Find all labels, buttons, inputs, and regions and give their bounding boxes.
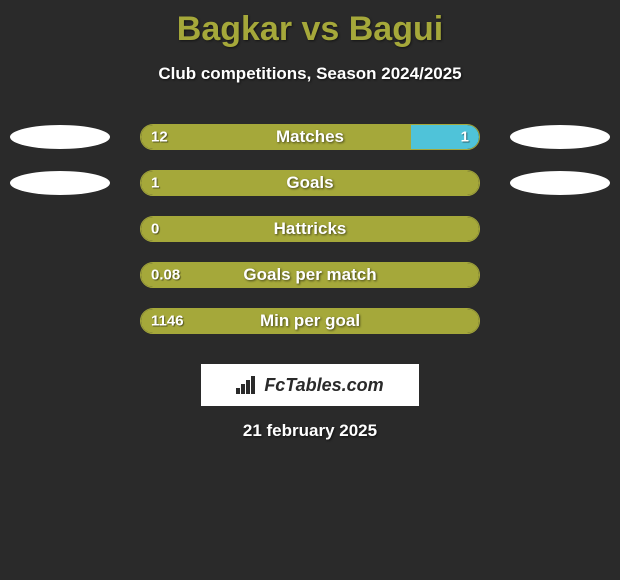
team-left-logo [10,171,110,195]
bars-icon [236,376,258,394]
subtitle: Club competitions, Season 2024/2025 [0,64,620,84]
stat-row: 12 1 Matches [0,114,620,160]
team-right-logo [510,125,610,149]
stat-left-value: 1 [151,175,159,192]
stat-left-value: 12 [151,129,168,146]
stat-left-value: 1146 [151,313,184,330]
stat-label: Hattricks [274,219,347,239]
stat-label: Matches [276,127,344,147]
stat-row: 0.08 Goals per match [0,252,620,298]
stat-left-value: 0.08 [151,267,180,284]
stat-bar: 1 Goals [140,170,480,196]
date-text: 21 february 2025 [0,421,620,441]
stat-row: 1146 Min per goal [0,298,620,344]
brand-label: FcTables.com [236,375,383,396]
stats-container: 12 1 Matches 1 Goals 0 Hattricks 0.08 Goals per … [0,114,620,344]
stat-bar: 12 1 Matches [140,124,480,150]
page-title: Bagkar vs Bagui [0,0,620,49]
brand-box: FcTables.com [201,364,419,406]
stat-bar: 1146 Min per goal [140,308,480,334]
team-right-logo [510,171,610,195]
stat-label: Goals [286,173,333,193]
stat-row: 1 Goals [0,160,620,206]
stat-bar: 0 Hattricks [140,216,480,242]
brand-text: FcTables.com [264,375,383,396]
stat-row: 0 Hattricks [0,206,620,252]
stat-right-value: 1 [461,129,469,146]
team-left-logo [10,125,110,149]
stat-label: Min per goal [260,311,360,331]
stat-left-value: 0 [151,221,159,238]
stat-bar: 0.08 Goals per match [140,262,480,288]
stat-label: Goals per match [243,265,376,285]
